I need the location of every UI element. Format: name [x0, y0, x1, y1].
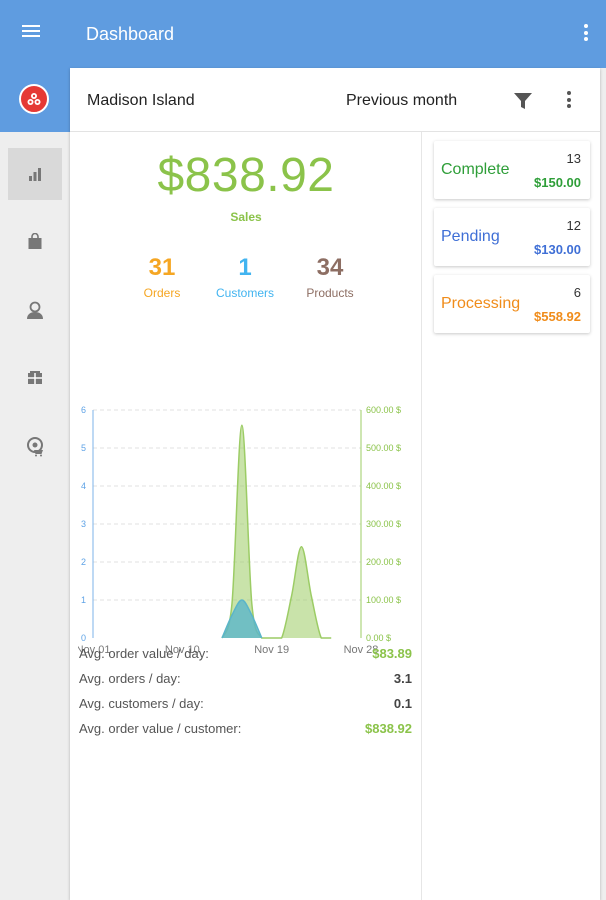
avg-value: 0.1 [393, 696, 412, 711]
customers-stat: 1 Customers [205, 254, 285, 300]
y-left-tick-label: 4 [81, 481, 86, 491]
navigation-rail [0, 68, 70, 900]
summary-panel: $838.92 Sales 31 Orders 1 Customers 34 P… [70, 132, 422, 900]
y-left-tick-label: 2 [81, 557, 86, 567]
status-name: Pending [441, 228, 500, 245]
y-left-tick-label: 5 [81, 443, 86, 453]
status-count: 12 [566, 218, 581, 233]
cart-settings-icon [27, 437, 43, 457]
nav-orders[interactable] [8, 216, 62, 268]
status-name: Processing [441, 295, 521, 312]
magento-logo-icon [19, 84, 49, 114]
dashboard-card: Madison Island Previous month $838.92 Sa… [70, 68, 600, 900]
avg-orders-day-row: Avg. orders / day: 3.1 [79, 671, 412, 691]
avg-label: Avg. customers / day: [79, 696, 204, 711]
avg-value: 3.1 [393, 671, 412, 686]
y-right-tick-label: 400.00 $ [366, 481, 401, 491]
status-amount: $130.00 [534, 242, 581, 257]
nav-dashboard[interactable] [8, 148, 62, 200]
status-count: 13 [566, 151, 581, 166]
customers-count: 1 [238, 254, 252, 281]
y-right-tick-label: 200.00 $ [366, 557, 401, 567]
app-title: Dashboard [86, 24, 175, 44]
customer-icon [27, 301, 43, 319]
status-count: 6 [573, 285, 581, 300]
status-card-processing[interactable]: Processing 6 $558.92 [434, 275, 590, 333]
status-card-pending[interactable]: Pending 12 $130.00 [434, 208, 590, 266]
x-tick-label: Nov 19 [254, 644, 289, 656]
hamburger-menu-icon[interactable] [22, 22, 50, 48]
orders-stat: 31 Orders [122, 254, 202, 300]
status-amount: $150.00 [534, 175, 581, 190]
series-line [221, 424, 332, 639]
x-tick-label: Nov 01 [78, 644, 110, 656]
avg-value: $838.92 [365, 721, 412, 736]
orders-count: 31 [148, 254, 176, 281]
shopping-bag-icon [28, 233, 42, 249]
products-box-icon [28, 371, 42, 384]
app-bar: Dashboard [0, 0, 606, 68]
bar-chart-icon [29, 168, 41, 181]
x-tick-label: Nov 28 [344, 644, 379, 656]
y-left-tick-label: 6 [81, 405, 86, 415]
y-right-tick-label: 500.00 $ [366, 443, 401, 453]
nav-customers[interactable] [8, 284, 62, 336]
filter-icon[interactable] [512, 90, 534, 112]
period-selector[interactable]: Previous month [346, 92, 458, 109]
avg-order-value-customer-row: Avg. order value / customer: $838.92 [79, 721, 412, 741]
sales-label: Sales [230, 210, 262, 224]
avg-value: $83.89 [372, 646, 412, 661]
status-amount: $558.92 [534, 309, 581, 324]
app-overflow-menu-icon[interactable] [582, 24, 590, 44]
products-count: 34 [316, 254, 344, 281]
status-name: Complete [441, 161, 510, 178]
sales-chart: 0 1 2 3 4 5 6 0.00 $ 100.00 $ 200.00 $ 300.00 $ 400… [78, 405, 401, 656]
y-right-tick-label: 0.00 $ [366, 633, 391, 643]
status-card-complete[interactable]: Complete 13 $150.00 [434, 141, 590, 199]
y-right-tick-label: 100.00 $ [366, 595, 401, 605]
card-header: Madison Island Previous month [70, 68, 600, 132]
y-right-tick-label: 300.00 $ [366, 519, 401, 529]
y-left-tick-label: 1 [81, 595, 86, 605]
sales-amount: $838.92 [157, 149, 335, 202]
avg-label: Avg. orders / day: [79, 671, 181, 686]
store-selector[interactable]: Madison Island [87, 92, 195, 109]
products-stat: 34 Products [290, 254, 370, 300]
nav-settings[interactable] [8, 420, 62, 472]
orders-label: Orders [143, 286, 181, 300]
avg-order-value-day-row: Avg. order value / day: $83.89 [79, 646, 412, 666]
series-area [222, 425, 332, 638]
avg-label: Avg. order value / customer: [79, 721, 242, 736]
y-right-tick-label: 600.00 $ [366, 405, 401, 415]
customers-label: Customers [215, 286, 274, 300]
avg-customers-day-row: Avg. customers / day: 0.1 [79, 696, 412, 716]
avg-label: Avg. order value / day: [79, 646, 209, 661]
y-left-tick-label: 3 [81, 519, 86, 529]
x-tick-label: Nov 10 [165, 644, 200, 656]
products-label: Products [306, 286, 354, 300]
nav-products[interactable] [8, 352, 62, 404]
y-left-tick-label: 0 [81, 633, 86, 643]
rail-header [0, 68, 70, 132]
card-overflow-menu-icon[interactable] [565, 91, 573, 111]
series-area [222, 600, 262, 638]
